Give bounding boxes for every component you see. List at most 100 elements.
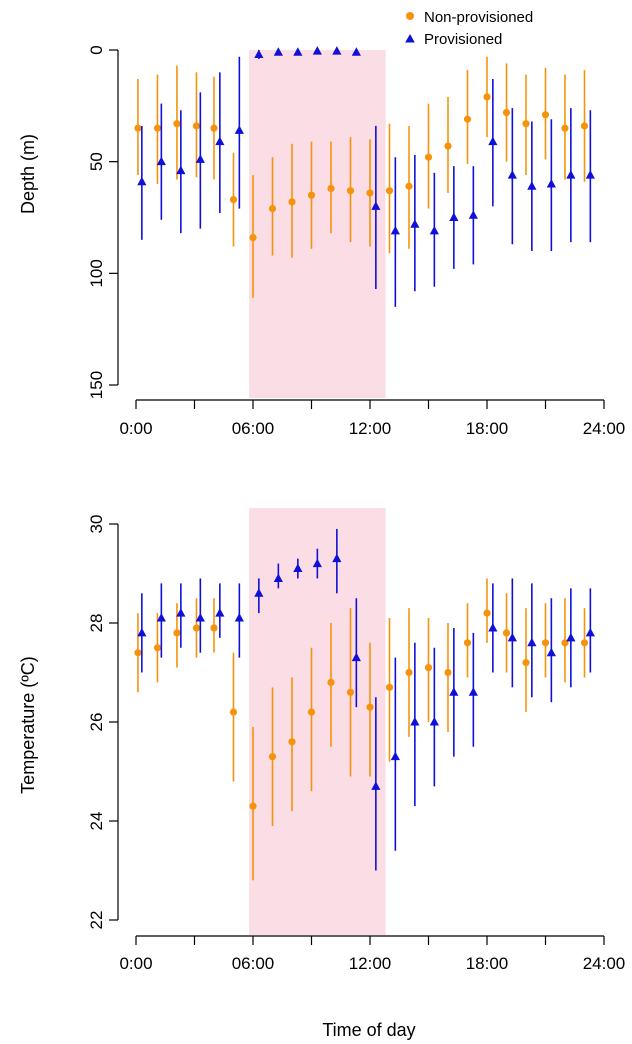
x-tick-label: 12:00 (349, 954, 392, 973)
depth-panel: 0 50 100 150 0:00 06:00 12:00 18:00 24:00 Depth… (18, 9, 625, 438)
point-non-provisioned (288, 738, 296, 746)
x-tick-label: 0:00 (119, 419, 152, 438)
point-non-provisioned (463, 639, 472, 647)
legend-label-provisioned: Provisioned (424, 31, 502, 48)
point-provisioned (507, 170, 517, 179)
point-provisioned (234, 125, 244, 134)
point-non-provisioned (385, 683, 394, 691)
point-non-provisioned (210, 624, 218, 632)
point-non-provisioned (541, 111, 550, 119)
point-non-provisioned (288, 198, 296, 206)
point-provisioned (546, 179, 556, 188)
point-non-provisioned (307, 708, 316, 716)
point-non-provisioned (173, 120, 181, 128)
y-tick-label: 26 (87, 713, 106, 732)
point-non-provisioned (405, 668, 413, 677)
point-non-provisioned (483, 93, 491, 101)
point-provisioned (332, 46, 342, 55)
x-ticks: 0:00 06:00 12:00 18:00 24:00 (119, 400, 625, 438)
point-non-provisioned (210, 124, 218, 132)
point-provisioned (566, 170, 576, 179)
point-non-provisioned (522, 120, 530, 128)
shaded-period (249, 50, 386, 398)
y-tick-label: 150 (87, 371, 106, 399)
point-provisioned (195, 154, 205, 163)
point-provisioned (566, 632, 576, 642)
point-provisioned (215, 136, 225, 146)
point-provisioned (371, 201, 381, 210)
legend-label-non-provisioned: Non-provisioned (424, 9, 533, 26)
point-provisioned (468, 687, 478, 696)
point-provisioned (273, 573, 283, 582)
point-non-provisioned (268, 204, 277, 213)
point-non-provisioned (522, 659, 530, 667)
point-provisioned (390, 751, 400, 761)
point-non-provisioned (192, 624, 201, 632)
point-non-provisioned (580, 122, 589, 130)
point-non-provisioned (134, 124, 142, 132)
point-non-provisioned (192, 122, 201, 130)
point-provisioned (332, 553, 342, 563)
point-provisioned (351, 47, 361, 56)
x-tick-label: 06:00 (232, 419, 275, 438)
point-non-provisioned (385, 187, 394, 195)
y-tick-label: 0 (87, 45, 106, 54)
point-non-provisioned (366, 189, 374, 197)
legend-marker-provisioned (405, 34, 415, 43)
point-provisioned (527, 637, 537, 647)
point-non-provisioned (502, 629, 511, 637)
point-provisioned (585, 627, 595, 637)
point-non-provisioned (424, 153, 433, 161)
point-non-provisioned (405, 182, 413, 190)
point-provisioned (156, 613, 166, 622)
point-provisioned (195, 613, 205, 622)
point-non-provisioned (424, 663, 433, 672)
x-tick-label: 06:00 (232, 954, 275, 973)
point-non-provisioned (229, 708, 238, 716)
point-provisioned (176, 165, 186, 175)
point-provisioned (429, 717, 439, 726)
y-tick-label: 100 (87, 259, 106, 287)
point-non-provisioned (463, 115, 472, 123)
point-non-provisioned (153, 124, 162, 132)
point-non-provisioned (580, 639, 589, 647)
point-non-provisioned (249, 234, 257, 242)
x-tick-label: 12:00 (349, 419, 392, 438)
point-non-provisioned (541, 639, 550, 647)
x-tick-label: 18:00 (466, 419, 509, 438)
point-non-provisioned (561, 124, 569, 132)
x-ticks: 0:00 06:00 12:00 18:00 24:00 (119, 936, 625, 973)
point-non-provisioned (307, 191, 316, 199)
point-non-provisioned (173, 629, 181, 637)
legend-marker-non-provisioned (406, 12, 414, 20)
point-non-provisioned (249, 802, 257, 810)
point-provisioned (137, 176, 147, 186)
point-provisioned (234, 613, 244, 622)
time-axis-title: Time of day (322, 1020, 415, 1040)
point-non-provisioned (229, 196, 238, 204)
point-provisioned (488, 622, 498, 632)
point-provisioned (273, 47, 283, 56)
point-provisioned (312, 46, 322, 55)
y-tick-label: 50 (87, 152, 106, 171)
point-provisioned (449, 212, 459, 221)
y-ticks: 0 50 100 150 (87, 45, 118, 399)
point-provisioned (507, 632, 517, 642)
temperature-series-layer (134, 528, 595, 881)
point-provisioned (585, 170, 595, 179)
point-provisioned (254, 49, 264, 58)
x-tick-label: 24:00 (583, 419, 626, 438)
point-provisioned (468, 210, 478, 219)
x-tick-label: 18:00 (466, 954, 509, 973)
point-provisioned (293, 563, 303, 573)
x-tick-label: 24:00 (583, 954, 626, 973)
temperature-axis-title: Temperature (ºC) (18, 656, 38, 794)
point-non-provisioned (346, 688, 355, 696)
y-tick-label: 28 (87, 614, 106, 633)
point-non-provisioned (327, 678, 335, 687)
point-non-provisioned (444, 142, 452, 150)
point-provisioned (351, 652, 361, 662)
point-provisioned (527, 181, 537, 190)
point-provisioned (410, 219, 420, 228)
point-provisioned (546, 647, 556, 657)
